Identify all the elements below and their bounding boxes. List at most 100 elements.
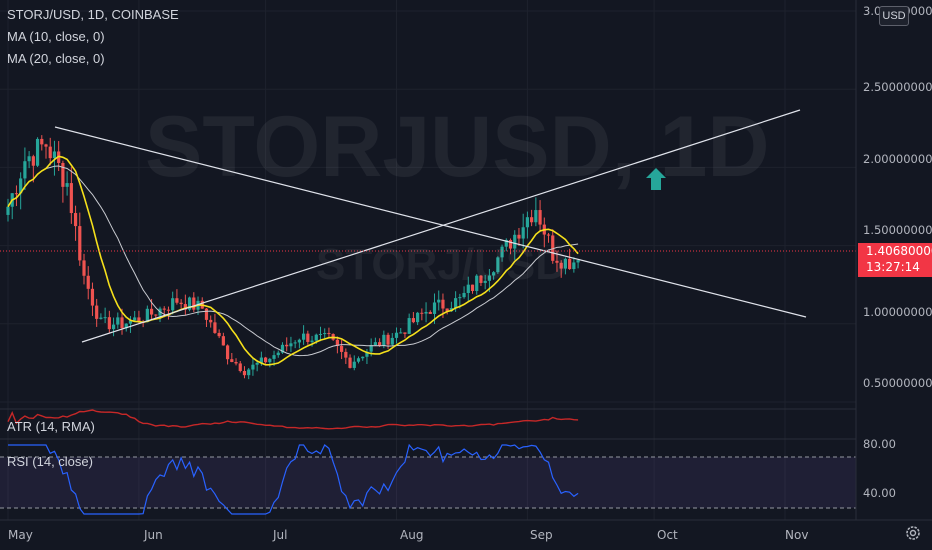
- current-price-value: 1.40680000: [866, 244, 932, 258]
- candle-body: [217, 332, 221, 337]
- candle-body: [6, 206, 10, 215]
- candle-body: [234, 362, 238, 364]
- ma10-line: [7, 155, 579, 366]
- candle-body: [116, 317, 120, 325]
- candle-body: [538, 210, 542, 225]
- candle-body: [365, 351, 369, 357]
- candle-body: [340, 345, 344, 352]
- candle-body: [352, 361, 356, 368]
- candle-body: [487, 275, 492, 281]
- candle-body: [162, 308, 166, 310]
- settings-gear-icon[interactable]: [903, 523, 923, 543]
- candle-body: [255, 362, 259, 365]
- candle-body: [420, 312, 424, 314]
- candle-body: [390, 337, 394, 345]
- candle-body: [285, 344, 289, 347]
- candle-body: [293, 342, 297, 344]
- candle-body: [466, 284, 470, 293]
- candle-body: [521, 227, 525, 239]
- candle-body: [297, 339, 301, 343]
- trendline-descending: [54, 126, 807, 318]
- price-axis-label: 2.50000000: [863, 80, 932, 94]
- candle-body: [204, 308, 209, 320]
- candle-body: [166, 309, 171, 311]
- price-axis-label: 2.00000000: [863, 152, 932, 166]
- candle-body: [23, 161, 27, 179]
- candle-body: [183, 304, 187, 310]
- candle-body: [386, 334, 390, 345]
- candle-body: [458, 297, 462, 299]
- candle-body: [517, 234, 521, 239]
- candle-body: [508, 239, 513, 249]
- candle-body: [479, 275, 483, 283]
- candle-body: [187, 297, 192, 310]
- candle-body: [301, 333, 306, 340]
- rsi-axis-label: 40.00: [863, 486, 896, 500]
- candle-body: [310, 340, 314, 342]
- candle-body: [280, 344, 285, 353]
- candle-body: [78, 226, 82, 261]
- candle-body: [432, 302, 437, 314]
- candle-body: [145, 308, 149, 323]
- time-axis-label: Aug: [400, 528, 424, 542]
- candle-body: [306, 333, 310, 342]
- candle-body: [48, 146, 52, 159]
- candle-body: [555, 260, 559, 263]
- currency-button[interactable]: USD: [879, 6, 909, 26]
- candle-body: [382, 334, 386, 346]
- candle-body: [546, 234, 551, 236]
- candle-body: [149, 308, 154, 315]
- price-axis-label: 0.50000000: [863, 376, 932, 390]
- candle-body: [242, 370, 247, 376]
- time-axis-label: May: [8, 528, 33, 542]
- candle-body: [411, 318, 415, 323]
- candle-body: [247, 369, 251, 376]
- symbol-title[interactable]: STORJ/USD, 1D, COINBASE: [7, 7, 179, 22]
- atr-legend[interactable]: ATR (14, RMA): [7, 419, 95, 434]
- candle-body: [263, 357, 268, 363]
- watermark-symbol: STORJUSD, 1D: [145, 99, 770, 195]
- candle-body: [35, 138, 40, 166]
- candle-body: [394, 332, 399, 338]
- candle-body: [230, 359, 234, 363]
- rsi-axis-label: 80.00: [863, 437, 896, 451]
- candle-body: [19, 178, 23, 194]
- candle-body: [454, 298, 458, 309]
- ma10-legend[interactable]: MA (10, close, 0): [7, 29, 105, 44]
- candle-body: [470, 284, 475, 291]
- rsi-legend[interactable]: RSI (14, close): [7, 454, 93, 469]
- candle-body: [27, 156, 31, 162]
- ma20-legend[interactable]: MA (20, close, 0): [7, 51, 105, 66]
- arrow-up-icon: [646, 168, 666, 190]
- candle-body: [551, 235, 555, 261]
- time-axis-label: Jun: [144, 528, 163, 542]
- candle-body: [40, 138, 44, 145]
- candle-body: [318, 333, 323, 335]
- time-axis-label: Sep: [530, 528, 553, 542]
- price-axis-label: 1.00000000: [863, 305, 932, 319]
- candle-body: [225, 345, 230, 360]
- candle-body: [276, 352, 280, 356]
- candle-body: [289, 343, 293, 347]
- trendline-ascending: [81, 109, 801, 343]
- time-axis-label: Jul: [273, 528, 288, 542]
- candle-body: [462, 292, 466, 298]
- candle-body: [209, 319, 213, 323]
- candle-body: [52, 151, 57, 159]
- candle-body: [356, 358, 361, 362]
- candle-body: [128, 320, 133, 324]
- candle-body: [137, 317, 141, 322]
- candle-body: [378, 342, 382, 346]
- candle-body: [323, 333, 327, 335]
- candle-body: [82, 260, 86, 276]
- candle-body: [572, 262, 576, 270]
- candle-body: [111, 324, 116, 330]
- time-axis-label: Oct: [657, 528, 678, 542]
- candle-body: [513, 234, 517, 249]
- candle-body: [272, 355, 276, 359]
- ma20-line: [7, 165, 579, 357]
- candle-body: [213, 322, 217, 333]
- candle-body: [44, 144, 48, 147]
- candle-body: [314, 334, 318, 341]
